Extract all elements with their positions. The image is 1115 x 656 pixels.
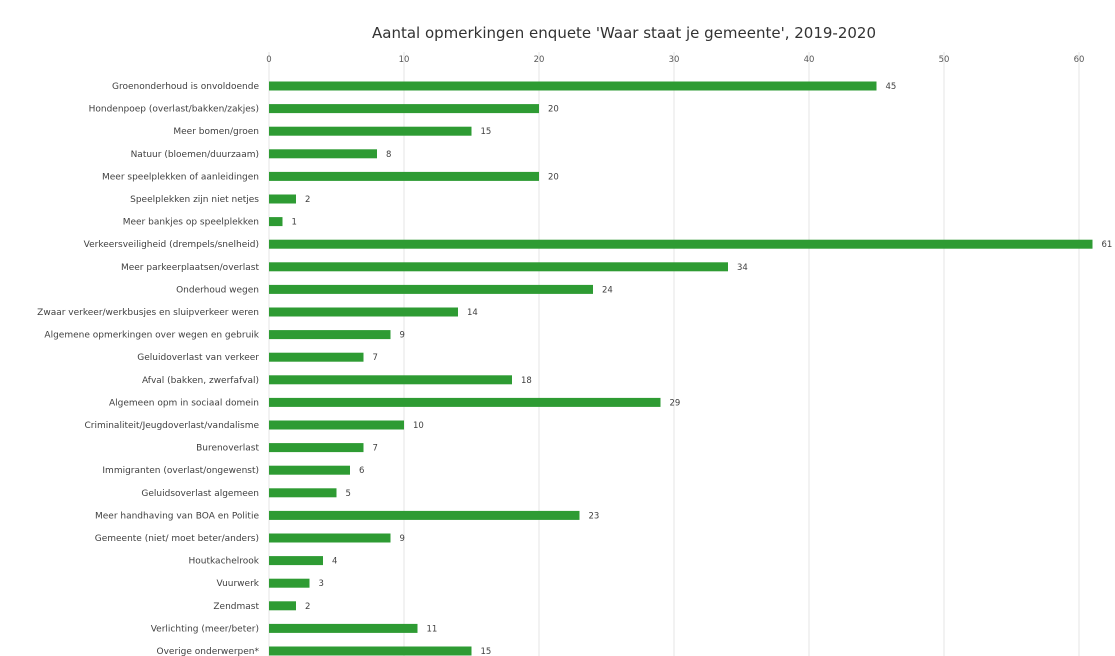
data-label: 5	[346, 489, 351, 499]
category-label: Overige onderwerpen*	[157, 647, 260, 656]
data-label: 7	[373, 444, 378, 454]
bar	[269, 217, 283, 227]
x-tick-label: 50	[939, 55, 950, 65]
data-label: 20	[548, 105, 559, 115]
data-label: 9	[400, 331, 405, 341]
bar	[269, 397, 661, 407]
category-label: Vuurwerk	[217, 579, 260, 589]
x-tick-label: 10	[399, 55, 410, 65]
data-label: 2	[305, 195, 310, 205]
bar	[269, 623, 418, 633]
x-axis-ticks: 0 10 20 30 40 50 60	[266, 55, 1084, 65]
category-label: Meer bomen/groen	[173, 127, 259, 137]
category-label: Speelplekken zijn niet netjes	[130, 195, 259, 205]
category-labels: Groenonderhoud is onvoldoende Hondenpoep …	[37, 82, 260, 656]
data-label: 8	[386, 150, 391, 160]
bar	[269, 194, 296, 204]
category-label: Natuur (bloemen/duurzaam)	[131, 150, 259, 160]
bar	[269, 578, 310, 588]
bar	[269, 601, 296, 611]
bar	[269, 465, 350, 475]
bar	[269, 307, 458, 317]
bar	[269, 556, 323, 566]
category-label: Verlichting (meer/beter)	[151, 624, 259, 634]
bar	[269, 533, 391, 543]
bars	[269, 81, 1093, 656]
category-label: Burenoverlast	[196, 444, 259, 454]
data-label: 15	[481, 647, 492, 656]
data-label: 9	[400, 534, 405, 544]
data-label: 7	[373, 353, 378, 363]
bar	[269, 330, 391, 340]
bar	[269, 488, 337, 498]
data-label: 2	[305, 602, 310, 612]
category-label: Algemene opmerkingen over wegen en gebru…	[44, 331, 259, 341]
category-label: Meer speelplekken of aanleidingen	[102, 172, 259, 182]
data-label: 45	[886, 82, 897, 92]
bar	[269, 104, 539, 114]
category-label: Verkeersveiligheid (drempels/snelheid)	[84, 240, 259, 250]
data-label: 1	[292, 218, 297, 228]
category-label: Geluidsoverlast algemeen	[141, 489, 259, 499]
bar	[269, 149, 377, 159]
data-label: 24	[602, 285, 613, 295]
bar	[269, 284, 593, 294]
data-label: 23	[589, 511, 600, 521]
data-label: 18	[521, 376, 532, 386]
category-label: Zwaar verkeer/werkbusjes en sluipverkeer…	[37, 308, 259, 318]
chart-title: Aantal opmerkingen enquete 'Waar staat j…	[372, 24, 876, 42]
bar	[269, 420, 404, 430]
data-label: 61	[1102, 240, 1113, 250]
category-label: Meer handhaving van BOA en Politie	[95, 511, 259, 521]
category-label: Gemeente (niet/ moet beter/anders)	[95, 534, 259, 544]
gridlines	[268, 52, 1080, 656]
category-label: Hondenpoep (overlast/bakken/zakjes)	[89, 105, 259, 115]
category-label: Geluidoverlast van verkeer	[137, 353, 259, 363]
category-label: Criminaliteit/Jeugdoverlast/vandalisme	[84, 421, 259, 431]
category-label: Meer bankjes op speelplekken	[123, 218, 259, 228]
data-label: 29	[670, 398, 681, 408]
category-label: Onderhoud wegen	[176, 285, 259, 295]
data-label: 11	[427, 624, 438, 634]
category-label: Afval (bakken, zwerfafval)	[142, 376, 259, 386]
x-tick-label: 30	[669, 55, 680, 65]
bar	[269, 443, 364, 453]
data-label: 14	[467, 308, 478, 318]
data-label: 4	[332, 557, 337, 567]
x-tick-label: 20	[534, 55, 545, 65]
bar	[269, 352, 364, 362]
x-tick-label: 0	[266, 55, 271, 65]
bar	[269, 262, 728, 272]
bar	[269, 126, 472, 136]
data-labels: 45 20 15 8 20 2 1 61 34 24 14 9 7 18 29 10 7 6 5 23 9 4 3 2 11 15	[292, 82, 1113, 656]
category-label: Groenonderhoud is onvoldoende	[112, 82, 259, 92]
category-label: Immigranten (overlast/ongewenst)	[102, 466, 259, 476]
data-label: 10	[413, 421, 424, 431]
bar	[269, 646, 472, 656]
x-tick-label: 60	[1074, 55, 1085, 65]
bar	[269, 171, 539, 181]
data-label: 15	[481, 127, 492, 137]
data-label: 20	[548, 172, 559, 182]
category-label: Houtkachelrook	[189, 557, 260, 567]
category-label: Zendmast	[213, 602, 259, 612]
bar	[269, 81, 877, 91]
bar	[269, 375, 512, 385]
category-label: Algemeen opm in sociaal domein	[109, 398, 259, 408]
category-label: Meer parkeerplaatsen/overlast	[121, 263, 260, 273]
bar	[269, 239, 1093, 249]
data-label: 34	[737, 263, 748, 273]
x-tick-label: 40	[804, 55, 815, 65]
data-label: 6	[359, 466, 364, 476]
bar	[269, 510, 580, 520]
data-label: 3	[319, 579, 324, 589]
